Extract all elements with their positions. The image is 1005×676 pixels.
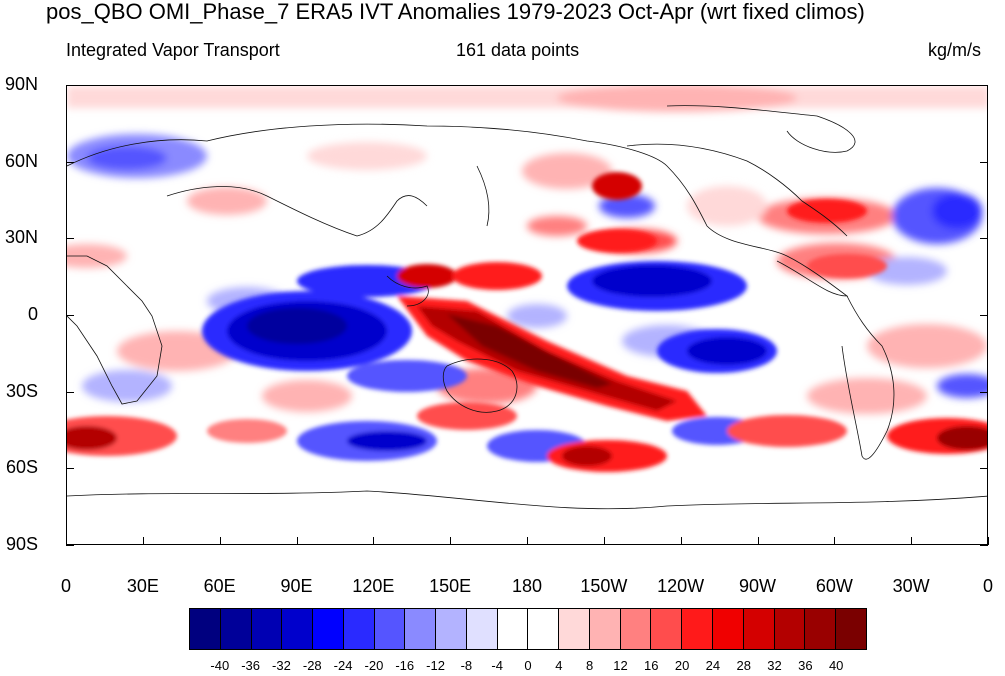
colorbar-swatch <box>589 609 621 649</box>
colorbar-label: 4 <box>555 658 563 673</box>
x-tick <box>373 537 375 545</box>
colorbar-swatch <box>682 609 714 649</box>
y-tick <box>980 545 988 546</box>
strong-anomaly-field <box>67 172 987 472</box>
x-tick-label: 150E <box>429 576 472 596</box>
x-tick-label: 150W <box>580 576 628 596</box>
colorbar-swatch <box>343 609 375 649</box>
subtitle-variable: Integrated Vapor Transport <box>66 40 280 60</box>
y-tick <box>980 468 988 470</box>
colorbar-swatch <box>528 609 560 649</box>
colorbar-swatch <box>774 609 806 649</box>
colorbar-swatch <box>497 609 529 649</box>
map-panel <box>66 85 988 545</box>
x-tick <box>219 537 221 545</box>
colorbar-swatch <box>713 609 744 649</box>
colorbar-label: -40 <box>210 658 230 673</box>
y-tick <box>980 391 988 393</box>
colorbar-label: 0 <box>524 658 532 673</box>
y-tick-label: 60N <box>4 150 38 171</box>
y-tick <box>66 545 74 546</box>
x-tick <box>527 537 528 545</box>
colorbar <box>189 608 867 650</box>
y-tick-label: 30N <box>4 227 38 248</box>
colorbar-swatch <box>405 609 437 649</box>
colorbar-label: -12 <box>426 658 445 673</box>
y-tick <box>66 315 74 316</box>
y-tick-label: 90S <box>5 534 38 554</box>
y-tick-label: 60S <box>5 457 38 478</box>
colorbar-swatch <box>374 609 406 649</box>
colorbar-label: 12 <box>613 658 628 673</box>
colorbar-label: -4 <box>491 658 503 673</box>
subtitle-units: kg/m/s <box>928 40 982 60</box>
x-tick-label: 0 <box>60 576 72 596</box>
x-tick <box>450 537 452 545</box>
colorbar-label: -32 <box>272 658 291 673</box>
colorbar-swatch <box>190 609 221 649</box>
coastlines <box>67 105 987 510</box>
y-tick-label: 90N <box>4 74 38 94</box>
y-tick <box>66 391 74 393</box>
colorbar-label: -20 <box>364 658 384 673</box>
colorbar-label: -8 <box>460 658 473 673</box>
colorbar-swatch <box>805 609 837 649</box>
colorbar-swatch <box>282 609 314 649</box>
y-tick <box>66 468 74 470</box>
x-tick-label: 60W <box>815 576 853 596</box>
y-tick <box>980 315 988 316</box>
colorbar-label: 20 <box>674 658 690 673</box>
y-tick-label: 30S <box>5 380 38 401</box>
colorbar-label: -28 <box>302 658 322 673</box>
colorbar-swatch <box>466 609 498 649</box>
colorbar-swatch <box>251 609 283 649</box>
colorbar-label: -36 <box>241 658 261 673</box>
x-tick <box>142 537 144 545</box>
x-tick <box>834 537 836 545</box>
y-tick <box>980 85 988 86</box>
y-tick <box>66 238 74 240</box>
x-tick <box>603 537 605 545</box>
plot-title: pos_QBO OMI_Phase_7 ERA5 IVT Anomalies 1… <box>46 0 865 24</box>
subtitle-count: 161 data points <box>456 40 580 60</box>
colorbar-label: -24 <box>333 658 353 673</box>
colorbar-swatch <box>313 609 344 649</box>
anomaly-map <box>67 86 987 510</box>
x-tick-label: 90W <box>738 576 777 596</box>
colorbar-label: 40 <box>828 658 844 673</box>
colorbar-swatch <box>743 609 775 649</box>
colorbar-swatch <box>220 609 252 649</box>
y-tick-label: 0 <box>27 304 38 324</box>
x-tick-label: 120W <box>657 576 705 596</box>
y-tick <box>980 161 988 163</box>
x-tick <box>757 537 759 545</box>
x-tick-label: 30E <box>126 576 159 596</box>
colorbar-label: -16 <box>395 658 415 673</box>
x-tick-label: 30W <box>892 576 930 596</box>
colorbar-label: 24 <box>705 658 721 673</box>
x-tick-label: 180 <box>511 576 543 596</box>
colorbar-swatch <box>836 609 866 649</box>
colorbar-label: 8 <box>586 658 594 673</box>
colorbar-label: 16 <box>644 658 659 673</box>
colorbar-swatch <box>436 609 467 649</box>
y-tick <box>66 161 74 163</box>
y-tick <box>980 238 988 240</box>
x-tick <box>911 537 913 545</box>
colorbar-label: 32 <box>767 658 782 673</box>
x-tick <box>296 537 298 545</box>
y-tick <box>66 85 74 86</box>
x-tick <box>988 537 989 545</box>
x-tick <box>680 537 682 545</box>
colorbar-swatch <box>651 609 683 649</box>
colorbar-swatch <box>559 609 590 649</box>
x-tick-label: 60E <box>203 576 236 596</box>
colorbar-label: 28 <box>736 658 751 673</box>
x-tick-label: 0 <box>982 576 994 596</box>
colorbar-swatch <box>620 609 652 649</box>
x-tick-label: 90E <box>280 576 313 596</box>
x-tick-label: 120E <box>352 576 395 596</box>
x-tick <box>66 537 67 545</box>
colorbar-label: 36 <box>798 658 813 673</box>
